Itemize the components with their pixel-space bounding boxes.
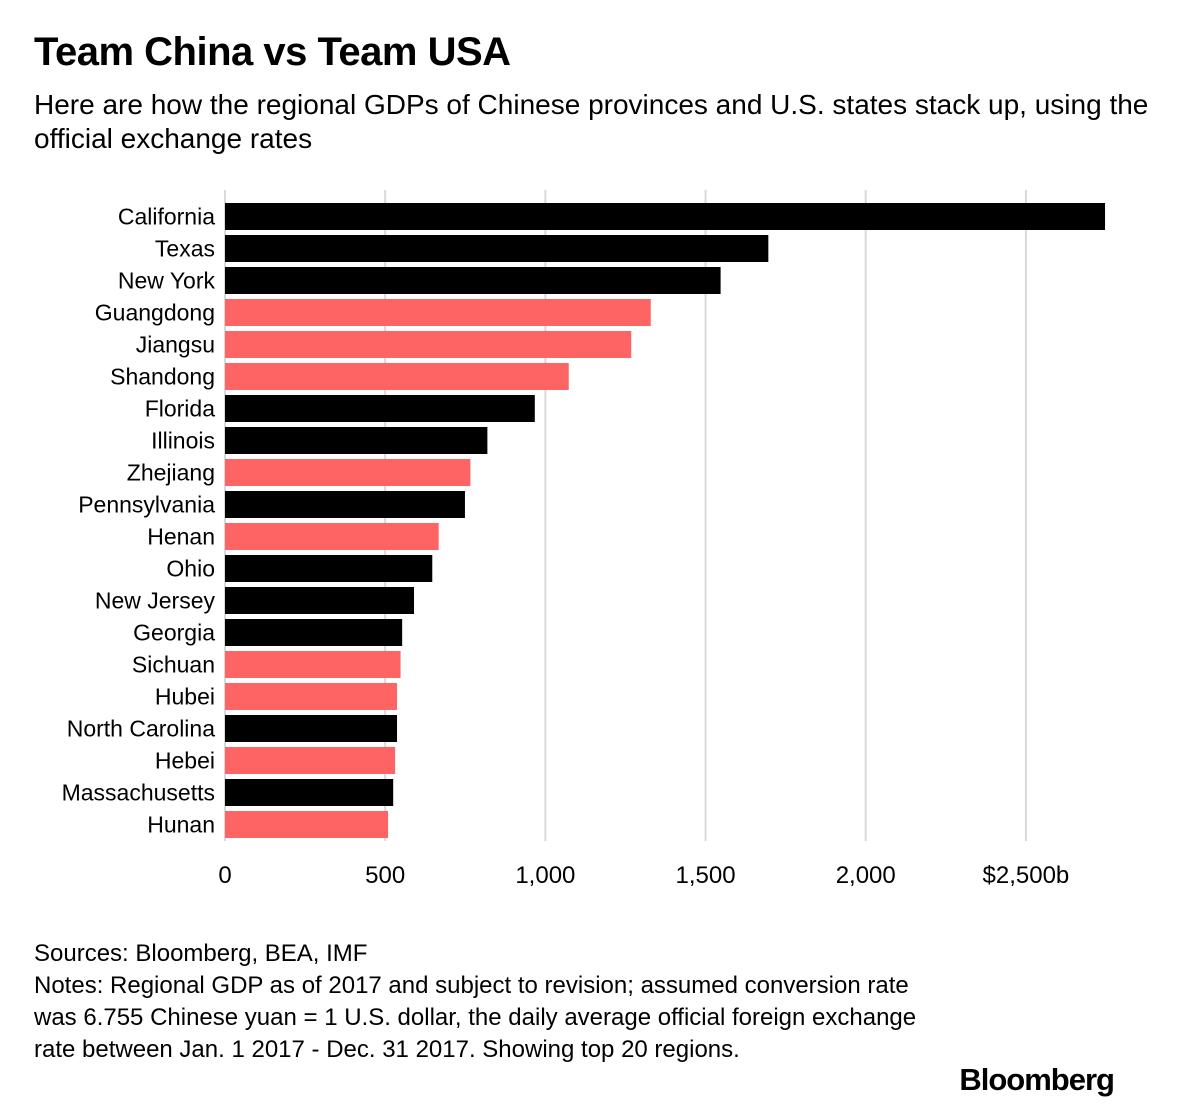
category-label: Georgia bbox=[133, 620, 215, 646]
bar bbox=[225, 747, 396, 774]
bar bbox=[225, 523, 439, 550]
category-label: New York bbox=[118, 268, 216, 294]
category-label: Florida bbox=[145, 396, 216, 422]
x-tick-label: 500 bbox=[365, 862, 405, 889]
bar bbox=[225, 779, 394, 806]
bar bbox=[225, 459, 471, 486]
bloomberg-logo: Bloomberg bbox=[959, 1062, 1115, 1097]
category-label: New Jersey bbox=[95, 588, 216, 614]
bar bbox=[225, 683, 398, 710]
category-label: North Carolina bbox=[67, 716, 215, 742]
chart-footer: Sources: Bloomberg, BEA, IMF Notes: Regi… bbox=[34, 938, 934, 1066]
bar bbox=[225, 427, 488, 454]
x-tick-label: 2,000 bbox=[836, 862, 896, 889]
bar bbox=[225, 811, 389, 838]
chart-title: Team China vs Team USA bbox=[34, 30, 511, 74]
category-label: Pennsylvania bbox=[78, 492, 215, 518]
sources-note: Sources: Bloomberg, BEA, IMF bbox=[34, 940, 368, 967]
category-label: Sichuan bbox=[132, 652, 215, 678]
category-label: Hebei bbox=[155, 748, 215, 774]
bar bbox=[225, 491, 465, 518]
category-labels: California Texas New York Guangdong Jiangsu S… bbox=[62, 204, 216, 838]
category-label: California bbox=[118, 204, 215, 230]
bar bbox=[225, 555, 433, 582]
bar bbox=[225, 363, 569, 390]
bar bbox=[225, 331, 632, 358]
category-label: Henan bbox=[147, 524, 215, 550]
bar bbox=[225, 395, 535, 422]
bar bbox=[225, 715, 398, 742]
bar bbox=[225, 267, 721, 294]
bar bbox=[225, 651, 401, 678]
x-axis-ticks: 0 500 1,000 1,500 2,000 $2,500b bbox=[218, 862, 1069, 889]
category-label: Ohio bbox=[166, 556, 215, 582]
category-label: Guangdong bbox=[95, 300, 215, 326]
bar-chart: California Texas New York Guangdong Jiangsu S… bbox=[62, 190, 1106, 889]
bar bbox=[225, 299, 651, 326]
category-label: Zhejiang bbox=[127, 460, 215, 486]
bar bbox=[225, 203, 1106, 230]
category-label: Illinois bbox=[151, 428, 215, 454]
category-label: Hubei bbox=[155, 684, 215, 710]
category-label: Massachusetts bbox=[62, 780, 215, 806]
notes-text: Notes: Regional GDP as of 2017 and subje… bbox=[34, 972, 917, 1063]
category-label: Shandong bbox=[110, 364, 215, 390]
x-tick-label: $2,500b bbox=[983, 862, 1070, 889]
x-tick-label: 1,500 bbox=[676, 862, 736, 889]
bar bbox=[225, 587, 415, 614]
bar bbox=[225, 235, 769, 262]
category-label: Texas bbox=[155, 236, 215, 262]
bars bbox=[225, 203, 1106, 838]
bar bbox=[225, 619, 403, 646]
category-label: Jiangsu bbox=[136, 332, 215, 358]
x-tick-label: 0 bbox=[218, 862, 231, 889]
chart-subtitle: Here are how the regional GDPs of Chines… bbox=[34, 89, 1149, 154]
category-label: Hunan bbox=[147, 812, 215, 838]
x-tick-label: 1,000 bbox=[515, 862, 575, 889]
